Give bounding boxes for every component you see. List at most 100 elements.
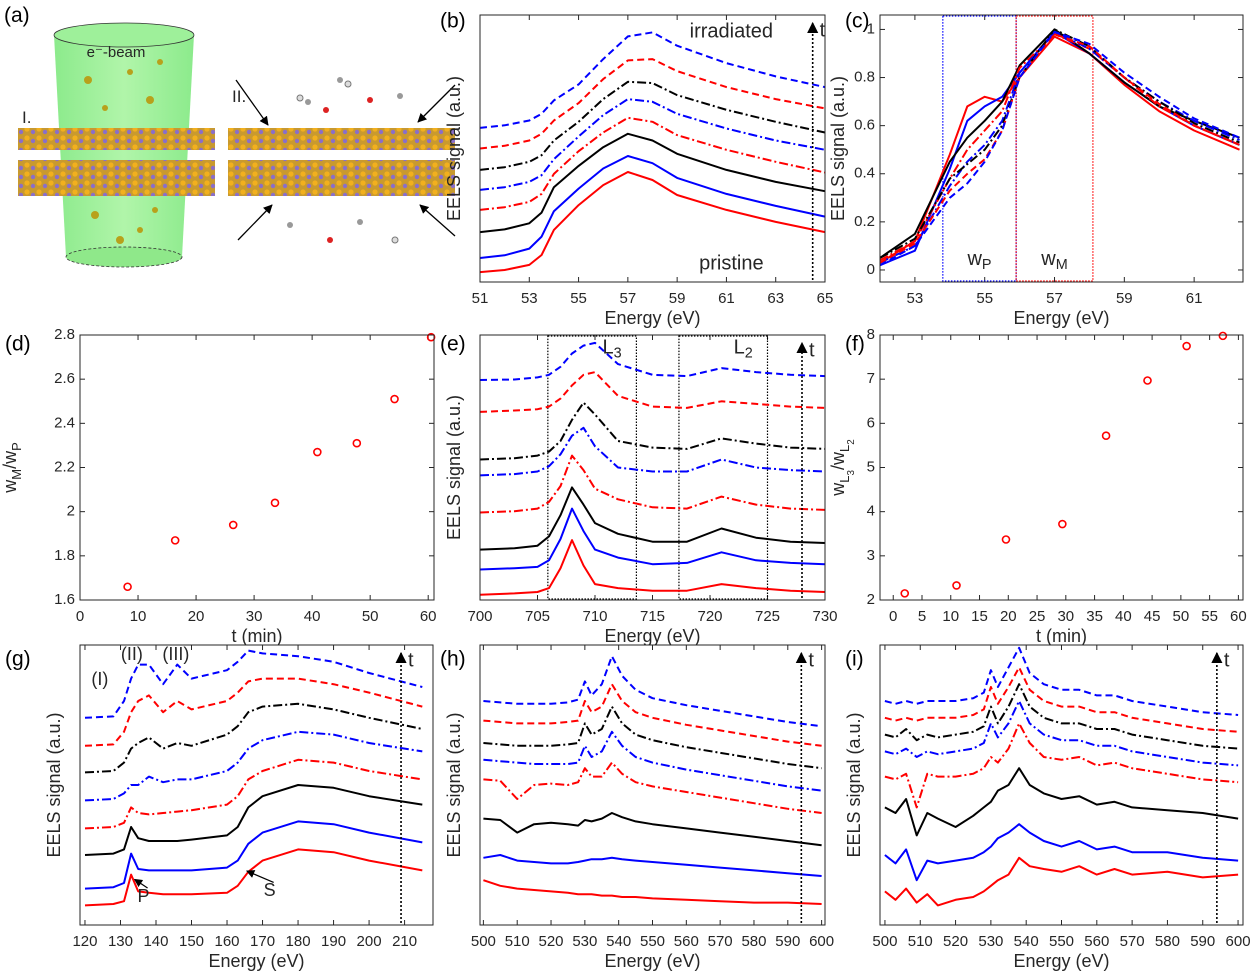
data-point	[426, 332, 436, 342]
y-axis-label: wM/wP	[0, 442, 24, 493]
y-tick-label: 1.6	[54, 591, 75, 608]
x-tick-label: 150	[179, 933, 204, 950]
y-tick-label: 0.8	[854, 69, 875, 86]
x-tick-label: 600	[809, 933, 834, 950]
y-tick-label: 4	[867, 503, 875, 520]
plot-area	[480, 335, 825, 600]
spectrum-line	[84, 848, 423, 907]
x-tick-label: 65	[817, 290, 834, 307]
x-axis-label: Energy (eV)	[604, 626, 700, 646]
sputtered-atoms	[84, 59, 163, 244]
x-tick-label: 520	[943, 933, 968, 950]
x-tick-label: 30	[1057, 608, 1074, 625]
pointer-arrow	[246, 870, 274, 883]
region-label: L2	[734, 337, 753, 362]
x-tick-label: 530	[572, 933, 597, 950]
x-tick-label: 0	[889, 608, 897, 625]
x-tick-label: 40	[304, 608, 321, 625]
axes-frame	[879, 14, 1244, 283]
panel-label: (e)	[440, 333, 466, 356]
y-tick-label: 1	[867, 20, 875, 37]
region-label: wM	[1040, 248, 1067, 273]
data-point	[1182, 341, 1191, 351]
layer	[18, 128, 215, 150]
spectrum-line	[84, 677, 423, 747]
spectrum-line	[483, 683, 822, 747]
x-tick-label: 50	[362, 608, 379, 625]
x-tick-label: 160	[215, 933, 240, 950]
spectrum-line	[879, 33, 1240, 262]
plot-area	[80, 335, 434, 600]
spectrum-line	[479, 371, 826, 413]
x-tick-label: 55	[976, 290, 993, 307]
x-tick-label: 550	[640, 933, 665, 950]
text-part: EELS signal (a.u.)	[44, 712, 64, 857]
arrow-label: t	[408, 649, 414, 671]
chart: (i) 500 510 520 530 540 550 560 570 580 590 600 Ener…	[844, 644, 1251, 971]
x-tick-label: 560	[674, 933, 699, 950]
data-point	[952, 581, 961, 590]
annotation: P	[138, 886, 150, 906]
panel-label: (c)	[845, 10, 870, 33]
text-part: w	[0, 479, 20, 494]
x-tick-label: 53	[521, 290, 538, 307]
text-part: P	[982, 257, 992, 273]
spectrum-line	[884, 683, 1239, 750]
y-tick-label: 0.6	[854, 117, 875, 134]
spectrum-line	[479, 171, 826, 274]
chart: (d) 0 10 20 30 40 50 60 1.6 1.8 2 2.2 2.4 2.6 2.8 t (mi…	[0, 326, 437, 646]
spectrum-line	[483, 705, 822, 770]
x-tick-label: 720	[697, 608, 722, 625]
x-tick-label: 715	[640, 608, 665, 625]
panel-label: (b)	[440, 10, 466, 33]
region-label: wP	[966, 248, 991, 273]
spectrum-line	[483, 655, 822, 728]
annotation: (III)	[162, 644, 189, 664]
data-point	[270, 498, 280, 508]
x-tick-label: 520	[539, 933, 564, 950]
spectrum-line	[479, 132, 826, 234]
molecules	[287, 77, 403, 244]
plot-area	[880, 645, 1243, 925]
data-point	[228, 520, 238, 530]
data-point	[390, 394, 399, 404]
text-part: 3	[614, 345, 622, 361]
window-region	[942, 15, 1017, 282]
text-part: w	[1040, 248, 1056, 270]
illustration: (a) e⁻-beam I. II.	[4, 4, 456, 268]
x-tick-label: 0	[76, 608, 84, 625]
axes-frame	[479, 644, 826, 926]
data-point	[1143, 376, 1152, 385]
spectrum-line	[84, 702, 423, 774]
panel-label: (d)	[5, 333, 31, 356]
arrows	[235, 79, 456, 241]
x-tick-label: 59	[669, 290, 686, 307]
data-point	[900, 589, 910, 598]
x-tick-label: 570	[708, 933, 733, 950]
x-tick-label: 61	[718, 290, 735, 307]
spectrum-line	[884, 646, 1239, 716]
chart: (b) 51 53 55 57 59 61 63 65 Energy (eV) EELS signa…	[440, 10, 833, 328]
y-tick-label: 2.8	[54, 326, 75, 343]
y-tick-label: 8	[867, 326, 875, 343]
y-tick-label: 0.2	[854, 213, 875, 230]
spectrum-line	[84, 649, 423, 719]
x-tick-label: 51	[472, 290, 489, 307]
text-part: w	[828, 482, 848, 497]
x-tick-label: 600	[1226, 933, 1251, 950]
annotation: pristine	[699, 252, 763, 274]
stage-label: I.	[22, 108, 31, 127]
x-tick-label: 180	[286, 933, 311, 950]
x-tick-label: 550	[1049, 933, 1074, 950]
x-tick-label: 730	[812, 608, 837, 625]
spectrum-line	[479, 426, 826, 477]
y-tick-label: 2.4	[54, 414, 75, 431]
beam-top	[53, 22, 195, 48]
window-region	[547, 335, 637, 600]
y-axis-label: EELS signal (a.u.)	[828, 76, 848, 221]
spectrum-line	[479, 401, 826, 461]
spectrum-line	[884, 856, 1239, 907]
stage-label: II.	[232, 87, 246, 106]
data-point	[313, 447, 322, 457]
